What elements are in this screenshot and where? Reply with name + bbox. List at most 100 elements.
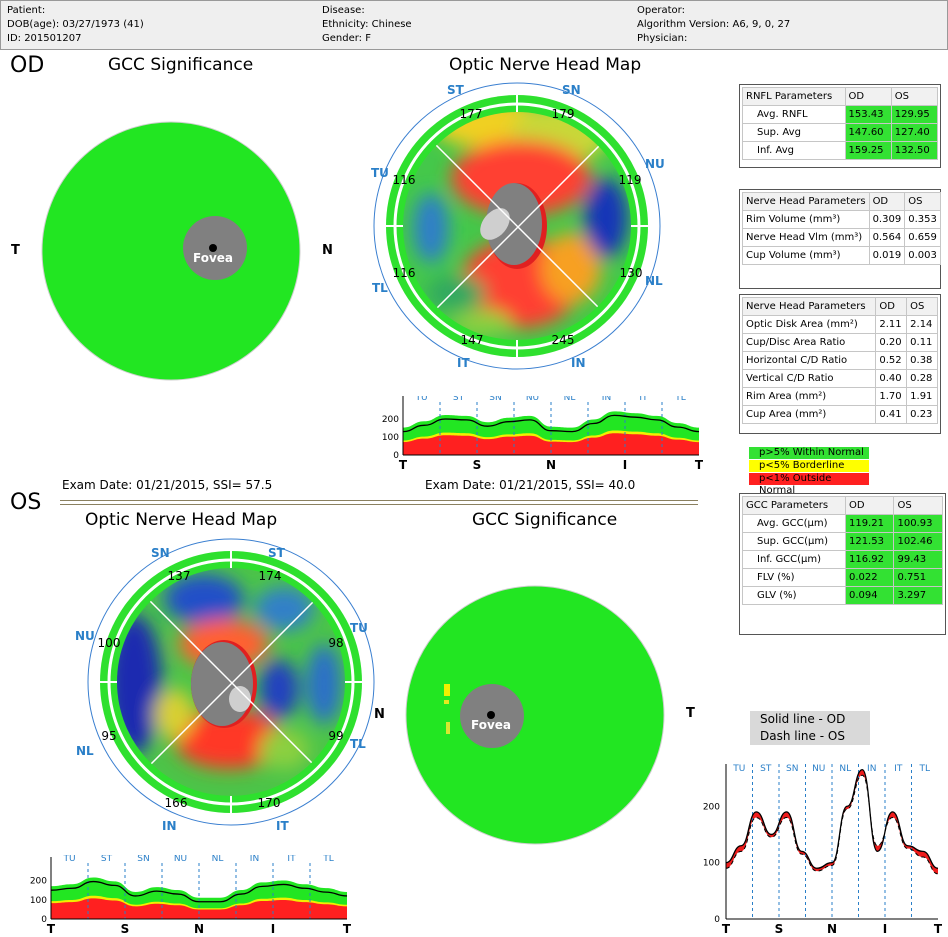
os-val-it: 170 bbox=[258, 796, 281, 810]
table-row: Inf. Avg 159.25 132.50 bbox=[742, 141, 939, 160]
od-sector-nu: NU bbox=[645, 157, 665, 171]
os-val-tl: 99 bbox=[328, 729, 343, 743]
os-gcc-borderline-spot bbox=[444, 684, 450, 696]
chart-os-sector-label: IN bbox=[250, 855, 259, 864]
rnfl_table-cell-1-0: Sup. Avg bbox=[742, 123, 846, 142]
gcc_table-cell-2-1: 116.92 bbox=[844, 550, 895, 569]
chart-od-x-tick: N bbox=[546, 458, 556, 472]
gcc-parameters-table: GCC Parameters OD OS Avg. GCC(μm) 119.21 100.… bbox=[742, 496, 943, 605]
od-gcc-title: GCC Significance bbox=[108, 55, 254, 75]
od-gcc-significance-map: Fovea bbox=[41, 121, 301, 381]
table-row: Sup. Avg 147.60 127.40 bbox=[742, 123, 939, 142]
os-sector-it: IT bbox=[276, 819, 289, 833]
os-gcc-right-label: T bbox=[686, 706, 695, 721]
chart-od-sector-label: TU bbox=[414, 396, 427, 403]
table-row: Optic Disk Area (mm²) 2.11 2.14 bbox=[741, 315, 938, 334]
legend-outside-normal: p<1% Outside Normal bbox=[749, 473, 869, 496]
od-exam-date-left: Exam Date: 01/21/2015, SSI= 57.5 bbox=[62, 478, 273, 492]
gcc_table-cell-0-2: 100.93 bbox=[893, 514, 943, 533]
os-sector-in: IN bbox=[162, 819, 177, 833]
chart-od-sector-label: IT bbox=[639, 396, 648, 403]
rnfl_table-cell-2-1: 159.25 bbox=[844, 141, 892, 160]
os-val-in: 166 bbox=[165, 796, 188, 810]
nerve-head-area-table: Nerve Head Parameters OD OS Optic Disk Area… bbox=[741, 297, 938, 424]
nerve_table2-cell-2-2: 0.38 bbox=[906, 351, 938, 370]
od-val-it: 147 bbox=[461, 333, 484, 347]
gcc_table-cell-3-1: 0.022 bbox=[844, 568, 895, 587]
id-field: ID: 201501207 bbox=[7, 33, 82, 44]
od-onh-title: Optic Nerve Head Map bbox=[449, 55, 642, 75]
os-val-nu: 100 bbox=[98, 636, 121, 650]
gcc_table-header-2: OS bbox=[893, 496, 943, 515]
nerve-head-volume-table: Nerve Head Parameters OD OS Rim Volume (mm³… bbox=[742, 192, 941, 265]
gcc-parameters-panel: GCC Parameters OD OS Avg. GCC(μm) 119.21 100.… bbox=[739, 493, 946, 635]
os-onh-title: Optic Nerve Head Map bbox=[85, 510, 278, 530]
gcc_table-cell-4-1: 0.094 bbox=[844, 586, 895, 605]
nerve_table2-cell-2-0: Horizontal C/D Ratio bbox=[741, 351, 877, 370]
legend-borderline: p<5% Borderline bbox=[749, 460, 869, 472]
comparison-sector-label: TU bbox=[732, 764, 745, 774]
os-val-tu: 98 bbox=[328, 636, 343, 650]
chart-os-x-tick: N bbox=[194, 922, 204, 936]
dash-line-legend: Dash line - OS bbox=[760, 729, 845, 743]
chart-os-x-tick: T bbox=[47, 922, 56, 936]
comparison-x-tick: I bbox=[883, 922, 887, 936]
legend-within-normal: p>5% Within Normal bbox=[749, 447, 869, 459]
table-row: Cup Area (mm²) 0.41 0.23 bbox=[741, 405, 938, 424]
rnfl-parameters-panel: RNFL Parameters OD OS Avg. RNFL 153.43 129.95… bbox=[739, 84, 941, 168]
gcc_table-cell-4-2: 3.297 bbox=[893, 586, 943, 605]
rnfl_table-header-1: OD bbox=[844, 87, 892, 106]
comparison-sector-label: IT bbox=[894, 764, 903, 774]
nerve_table2-cell-3-0: Vertical C/D Ratio bbox=[741, 369, 877, 388]
chart-od-x-tick: T bbox=[399, 458, 408, 472]
nerve_table2-cell-0-2: 2.14 bbox=[906, 315, 938, 334]
patient-field: Patient: bbox=[7, 5, 46, 16]
operator-field: Operator: bbox=[637, 5, 685, 16]
od-gcc-left-label: T bbox=[11, 243, 20, 258]
solid-line-legend: Solid line - OD bbox=[760, 712, 846, 726]
nerve_table1-header-0: Nerve Head Parameters bbox=[742, 192, 870, 211]
nerve_table2-cell-5-2: 0.23 bbox=[906, 405, 938, 424]
chart-os-y-tick: 200 bbox=[30, 877, 47, 887]
nerve_table2-header-1: OD bbox=[875, 297, 908, 316]
chart-od-sector-label: IN bbox=[602, 396, 611, 403]
comparison-y-tick: 100 bbox=[703, 859, 720, 869]
chart-od-y-tick: 0 bbox=[393, 451, 399, 461]
dob-field: DOB(age): 03/27/1973 (41) bbox=[7, 19, 144, 30]
os-gcc-left-label: N bbox=[374, 707, 385, 722]
gcc_table-cell-1-1: 121.53 bbox=[844, 532, 895, 551]
nerve_table1-header-2: OS bbox=[904, 192, 941, 211]
gcc_table-cell-1-0: Sup. GCC(μm) bbox=[742, 532, 846, 551]
od-sector-tu: TU bbox=[371, 166, 389, 180]
rnfl_table-cell-2-0: Inf. Avg bbox=[742, 141, 846, 160]
od-val-tu: 116 bbox=[393, 173, 416, 187]
chart-os-sector-label: NU bbox=[174, 855, 187, 864]
od-sector-st: ST bbox=[447, 83, 464, 97]
gcc_table-cell-1-2: 102.46 bbox=[893, 532, 943, 551]
nerve_table2-header-2: OS bbox=[906, 297, 938, 316]
chart-os-sector-label: IT bbox=[287, 855, 296, 864]
od-gcc-right-label: N bbox=[322, 243, 333, 258]
gcc_table-cell-3-2: 0.751 bbox=[893, 568, 943, 587]
od-sector-it: IT bbox=[457, 356, 470, 370]
comparison-sector-label: IN bbox=[867, 764, 876, 774]
nerve_table1-cell-2-1: 0.019 bbox=[868, 246, 906, 265]
os-val-nl: 95 bbox=[101, 729, 116, 743]
chart-od-measured-line bbox=[402, 414, 700, 433]
gcc_table-cell-0-0: Avg. GCC(μm) bbox=[742, 514, 846, 533]
os-sector-sn: SN bbox=[151, 546, 170, 560]
nerve_table2-cell-4-2: 1.91 bbox=[906, 387, 938, 406]
chart-od-sector-label: ST bbox=[453, 396, 465, 403]
comparison-sector-label: NL bbox=[839, 764, 851, 774]
chart-od-sector-label: NU bbox=[526, 396, 539, 403]
chart-os-x-tick: I bbox=[271, 922, 275, 936]
od-sector-in: IN bbox=[571, 356, 586, 370]
nerve_table2-cell-5-1: 0.41 bbox=[875, 405, 908, 424]
table-row: Cup/Disc Area Ratio 0.20 0.11 bbox=[741, 333, 938, 352]
chart-os-y-tick: 100 bbox=[30, 896, 47, 906]
od-onh-map: 177 179 116 119 116 130 147 245 bbox=[373, 82, 661, 370]
os-val-sn: 137 bbox=[168, 569, 191, 583]
nerve-head-volume-panel: Nerve Head Parameters OD OS Rim Volume (mm³… bbox=[739, 189, 941, 289]
